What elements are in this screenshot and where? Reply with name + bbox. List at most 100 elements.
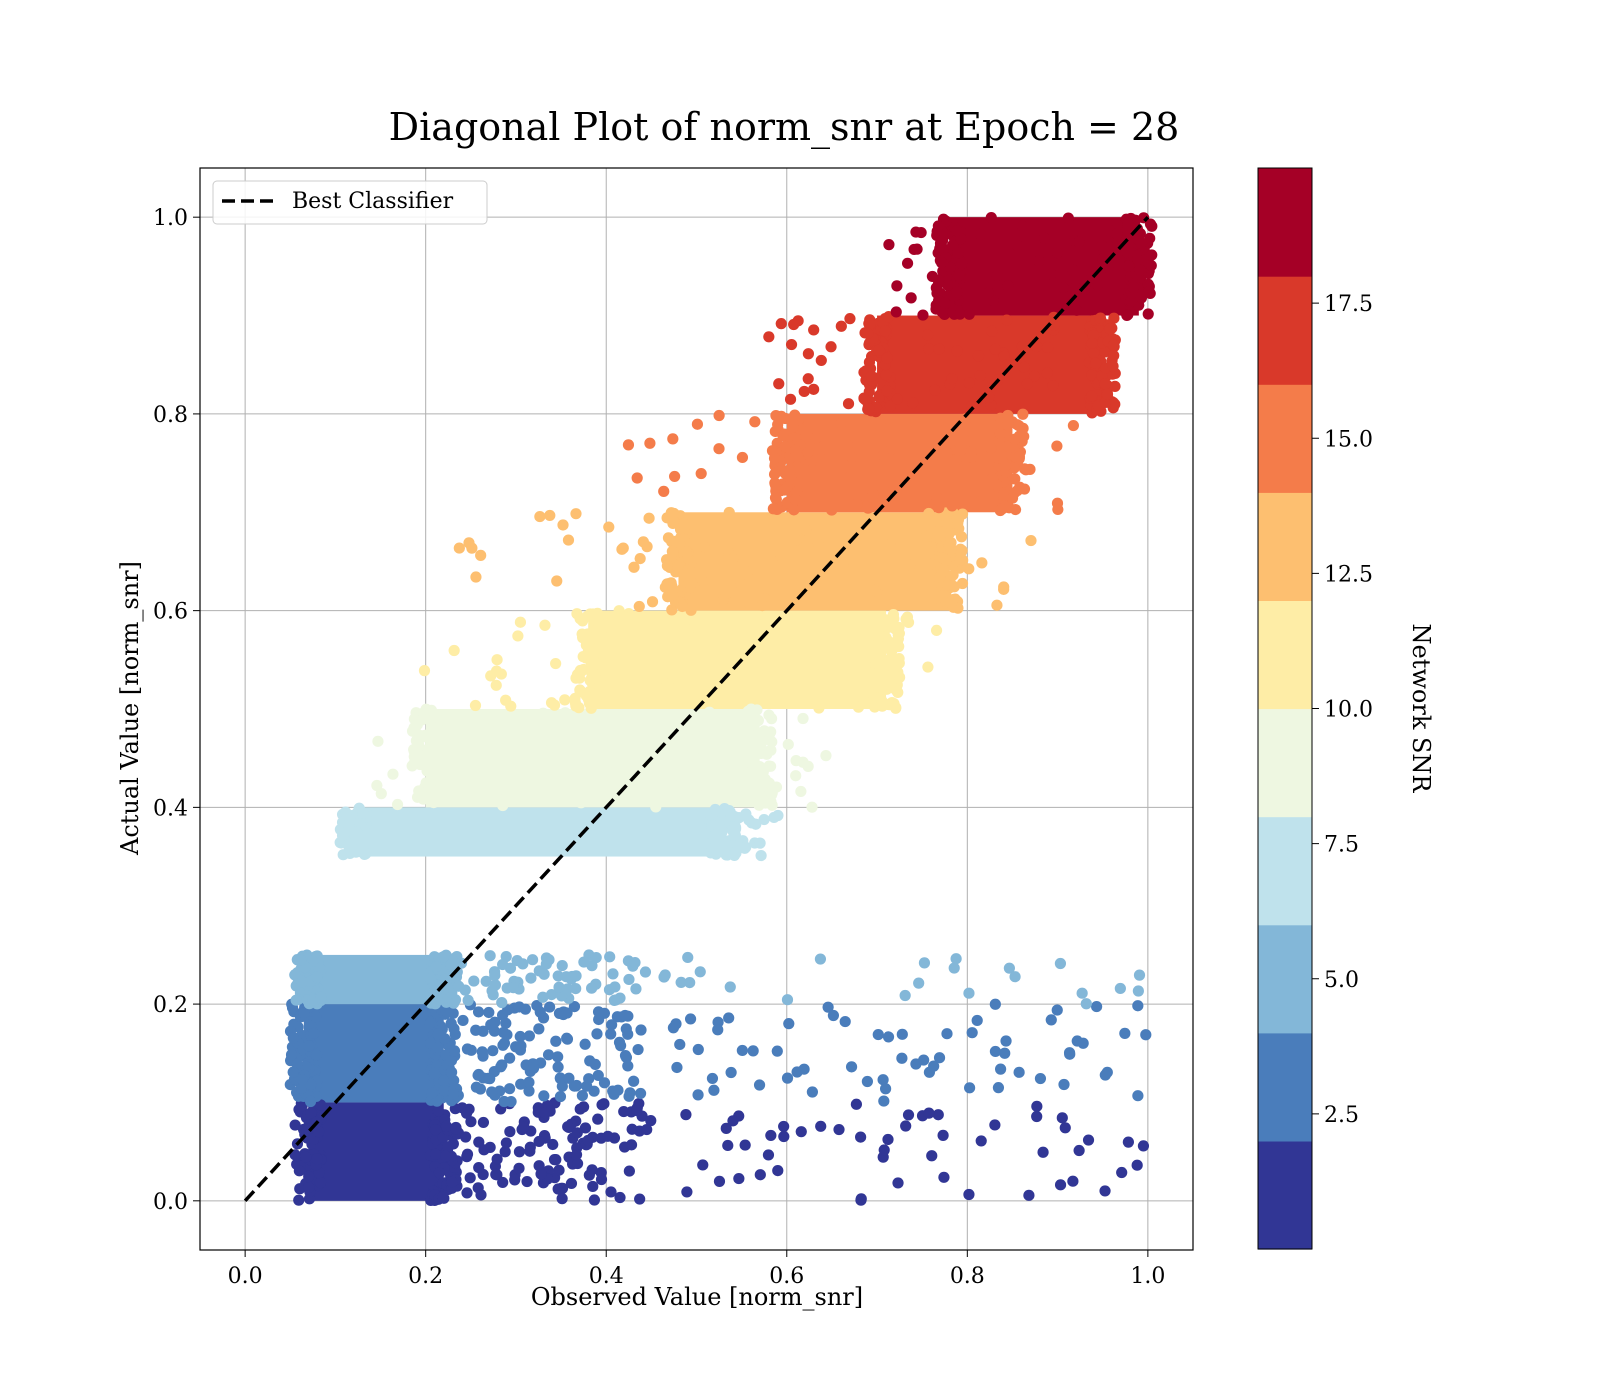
scatter-point bbox=[293, 1165, 305, 1177]
scatter-point bbox=[762, 776, 774, 789]
scatter-point bbox=[307, 994, 319, 1006]
scatter-point bbox=[580, 690, 592, 702]
scatter-point bbox=[466, 542, 478, 554]
y-tick-label: 0.2 bbox=[153, 993, 188, 1018]
scatter-point bbox=[706, 1072, 719, 1085]
scatter-point bbox=[475, 1189, 487, 1201]
scatter-point bbox=[1134, 264, 1146, 276]
scatter-point bbox=[802, 446, 814, 458]
scatter-point bbox=[1017, 220, 1029, 232]
scatter-point bbox=[474, 749, 486, 761]
colorbar-segment bbox=[1258, 1032, 1312, 1142]
scatter-point bbox=[717, 770, 729, 782]
scatter-point bbox=[692, 1043, 704, 1056]
scatter-point bbox=[534, 1006, 546, 1018]
scatter-point bbox=[765, 1129, 777, 1142]
scatter-point bbox=[1002, 280, 1014, 292]
scatter-point bbox=[1023, 1189, 1035, 1201]
scatter-point bbox=[986, 325, 998, 337]
scatter-point bbox=[440, 1150, 452, 1162]
scatter-point bbox=[868, 628, 880, 641]
scatter-point bbox=[290, 994, 302, 1006]
scatter-point bbox=[729, 829, 741, 841]
scatter-point bbox=[315, 1099, 327, 1111]
scatter-point bbox=[445, 1054, 458, 1067]
scatter-point bbox=[785, 473, 797, 485]
scatter-point bbox=[1021, 378, 1034, 390]
scatter-point bbox=[808, 667, 820, 679]
scatter-point bbox=[629, 956, 641, 969]
scatter-point bbox=[489, 969, 501, 981]
scatter-point bbox=[1132, 1000, 1144, 1012]
scatter-point bbox=[735, 577, 747, 590]
scatter-point bbox=[1099, 378, 1111, 390]
scatter-point bbox=[556, 1193, 568, 1205]
scatter-point bbox=[820, 750, 832, 762]
scatter-point bbox=[1121, 309, 1133, 322]
scatter-point bbox=[592, 1069, 604, 1082]
scatter-point bbox=[491, 654, 503, 666]
scatter-point bbox=[1057, 282, 1069, 294]
scatter-point bbox=[470, 1024, 482, 1036]
scatter-point bbox=[684, 1013, 697, 1025]
scatter-point bbox=[519, 1003, 532, 1015]
scatter-point bbox=[994, 428, 1006, 440]
scatter-point bbox=[473, 1161, 485, 1174]
colorbar-tick-label: 5.0 bbox=[1324, 968, 1359, 993]
scatter-point bbox=[571, 608, 583, 620]
scatter-point bbox=[781, 994, 794, 1006]
scatter-point bbox=[1033, 255, 1045, 267]
scatter-point bbox=[1087, 347, 1100, 359]
scatter-point bbox=[295, 1082, 308, 1094]
scatter-point bbox=[311, 971, 323, 983]
scatter-point bbox=[1062, 212, 1074, 224]
scatter-point bbox=[893, 640, 905, 653]
scatter-point bbox=[823, 647, 835, 659]
scatter-point bbox=[532, 764, 545, 776]
scatter-point bbox=[533, 1135, 545, 1148]
scatter-point bbox=[1127, 281, 1140, 294]
scatter-point bbox=[797, 712, 809, 725]
scatter-point bbox=[743, 730, 755, 742]
scatter-point bbox=[526, 954, 539, 966]
chart-title: Diagonal Plot of norm_snr at Epoch = 28 bbox=[389, 105, 1180, 150]
scatter-point bbox=[454, 741, 466, 754]
scatter-point bbox=[703, 790, 716, 802]
scatter-point bbox=[713, 409, 725, 422]
scatter-point bbox=[1096, 240, 1108, 252]
scatter-point bbox=[524, 1145, 536, 1157]
scatter-point bbox=[712, 1024, 724, 1036]
scatter-point bbox=[1123, 260, 1135, 272]
scatter-point bbox=[1145, 259, 1157, 272]
scatter-point bbox=[723, 757, 736, 770]
scatter-point bbox=[690, 786, 702, 799]
scatter-point bbox=[625, 1139, 638, 1151]
scatter-point bbox=[769, 492, 782, 504]
scatter-point bbox=[892, 1177, 904, 1189]
scatter-point bbox=[570, 982, 582, 995]
scatter-point bbox=[998, 581, 1010, 593]
scatter-point bbox=[781, 1072, 794, 1084]
scatter-point bbox=[841, 439, 854, 451]
scatter-point bbox=[785, 338, 798, 351]
scatter-point bbox=[923, 507, 935, 520]
scatter-point bbox=[469, 699, 482, 712]
scatter-point bbox=[545, 736, 557, 748]
scatter-point bbox=[1063, 1047, 1076, 1059]
scatter-point bbox=[583, 1073, 595, 1085]
scatter-point bbox=[861, 327, 874, 340]
scatter-point bbox=[767, 503, 779, 515]
scatter-point bbox=[869, 584, 881, 597]
scatter-point bbox=[1111, 228, 1123, 240]
scatter-point bbox=[790, 755, 802, 767]
scatter-point bbox=[545, 697, 558, 709]
scatter-point bbox=[1024, 463, 1036, 475]
scatter-point bbox=[419, 757, 431, 769]
scatter-point bbox=[463, 738, 475, 751]
scatter-point bbox=[925, 558, 937, 570]
scatter-point bbox=[929, 384, 941, 396]
scatter-point bbox=[614, 1191, 626, 1204]
scatter-point bbox=[608, 994, 620, 1007]
scatter-point bbox=[1067, 419, 1080, 432]
